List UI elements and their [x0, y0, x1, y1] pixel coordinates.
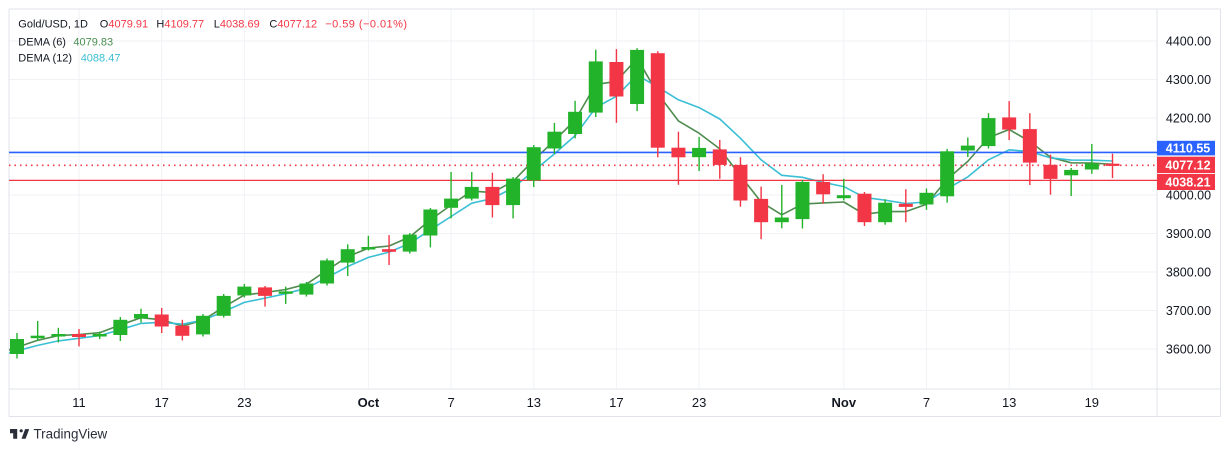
svg-text:19: 19: [1085, 395, 1099, 410]
svg-text:L4038.69: L4038.69: [214, 19, 260, 31]
svg-text:13: 13: [1002, 395, 1016, 410]
svg-text:4110.55: 4110.55: [1166, 142, 1211, 156]
svg-text:17: 17: [609, 395, 623, 410]
svg-text:17: 17: [154, 395, 168, 410]
svg-text:Oct: Oct: [358, 395, 380, 410]
svg-text:O4079.91: O4079.91: [100, 19, 148, 31]
svg-text:4200.00: 4200.00: [1166, 111, 1211, 125]
svg-text:4400.00: 4400.00: [1166, 34, 1211, 48]
svg-text:C4077.12: C4077.12: [269, 19, 317, 31]
svg-text:TradingView: TradingView: [34, 426, 108, 441]
svg-text:4300.00: 4300.00: [1166, 73, 1211, 87]
svg-text:7: 7: [923, 395, 930, 410]
svg-text:DEMA (12): DEMA (12): [18, 53, 72, 65]
svg-text:4079.83: 4079.83: [73, 37, 113, 49]
svg-text:Nov: Nov: [832, 395, 857, 410]
svg-text:13: 13: [527, 395, 541, 410]
svg-text:4038.21: 4038.21: [1165, 175, 1210, 189]
svg-text:23: 23: [692, 395, 706, 410]
svg-text:3800.00: 3800.00: [1166, 265, 1211, 279]
svg-text:4077.12: 4077.12: [1165, 158, 1210, 172]
svg-text:23: 23: [237, 395, 251, 410]
svg-text:3700.00: 3700.00: [1166, 304, 1211, 318]
svg-text:4000.00: 4000.00: [1166, 188, 1211, 202]
svg-text:4088.47: 4088.47: [81, 53, 121, 65]
svg-text:7: 7: [447, 395, 454, 410]
svg-text:3900.00: 3900.00: [1166, 227, 1211, 241]
svg-text:11: 11: [72, 395, 86, 410]
svg-text:DEMA (6): DEMA (6): [18, 37, 66, 49]
svg-text:3600.00: 3600.00: [1166, 342, 1211, 356]
svg-text:H4109.77: H4109.77: [156, 19, 204, 31]
svg-text:−0.59 (−0.01%): −0.59 (−0.01%): [325, 19, 407, 31]
svg-text:Gold/USD, 1D: Gold/USD, 1D: [18, 19, 88, 31]
